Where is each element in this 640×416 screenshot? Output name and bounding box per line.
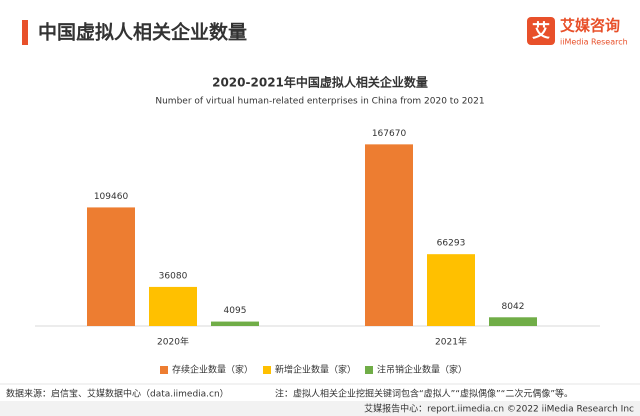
bar [365, 144, 413, 326]
chart-subtitle: Number of virtual human-related enterpri… [155, 97, 484, 107]
footer-bar [0, 401, 640, 416]
data-label: 109460 [94, 192, 129, 202]
data-label: 167670 [372, 129, 407, 139]
logo-sub: iiMedia Research [560, 38, 628, 47]
data-label: 66293 [437, 239, 466, 249]
data-label: 8042 [502, 302, 525, 312]
data-label: 4095 [224, 306, 247, 316]
bar [87, 207, 135, 326]
x-tick-label: 2021年 [435, 336, 467, 348]
legend-label: 存续企业数量（家） [172, 364, 253, 376]
legend-label: 新增企业数量（家） [275, 364, 356, 376]
logo-name: 艾媒咨询 [560, 17, 620, 35]
legend-label: 注吊销企业数量（家） [377, 364, 467, 376]
footnote: 注：虚拟人相关企业挖掘关键词包含“虚拟人”“虚拟偶像”“二次元偶像”等。 [275, 388, 573, 400]
data-label: 36080 [159, 271, 188, 281]
copyright: 艾媒报告中心：report.iimedia.cn ©2022 iiMedia R… [364, 403, 634, 415]
bar [489, 317, 537, 326]
legend-swatch [263, 366, 271, 374]
page-title: 中国虚拟人相关企业数量 [38, 21, 247, 44]
bar [427, 254, 475, 326]
bar [149, 286, 197, 326]
source-note: 数据来源：启信宝、艾媒数据中心（data.iimedia.cn） [6, 388, 229, 400]
header-accent [22, 20, 28, 45]
logo-icon [527, 17, 555, 45]
chart-title: 2020-2021年中国虚拟人相关企业数量 [212, 75, 428, 90]
legend-swatch [160, 366, 168, 374]
logo-mark: 艾 [532, 20, 550, 42]
bar [211, 321, 259, 326]
x-tick-label: 2020年 [157, 336, 189, 348]
legend-swatch [365, 366, 373, 374]
